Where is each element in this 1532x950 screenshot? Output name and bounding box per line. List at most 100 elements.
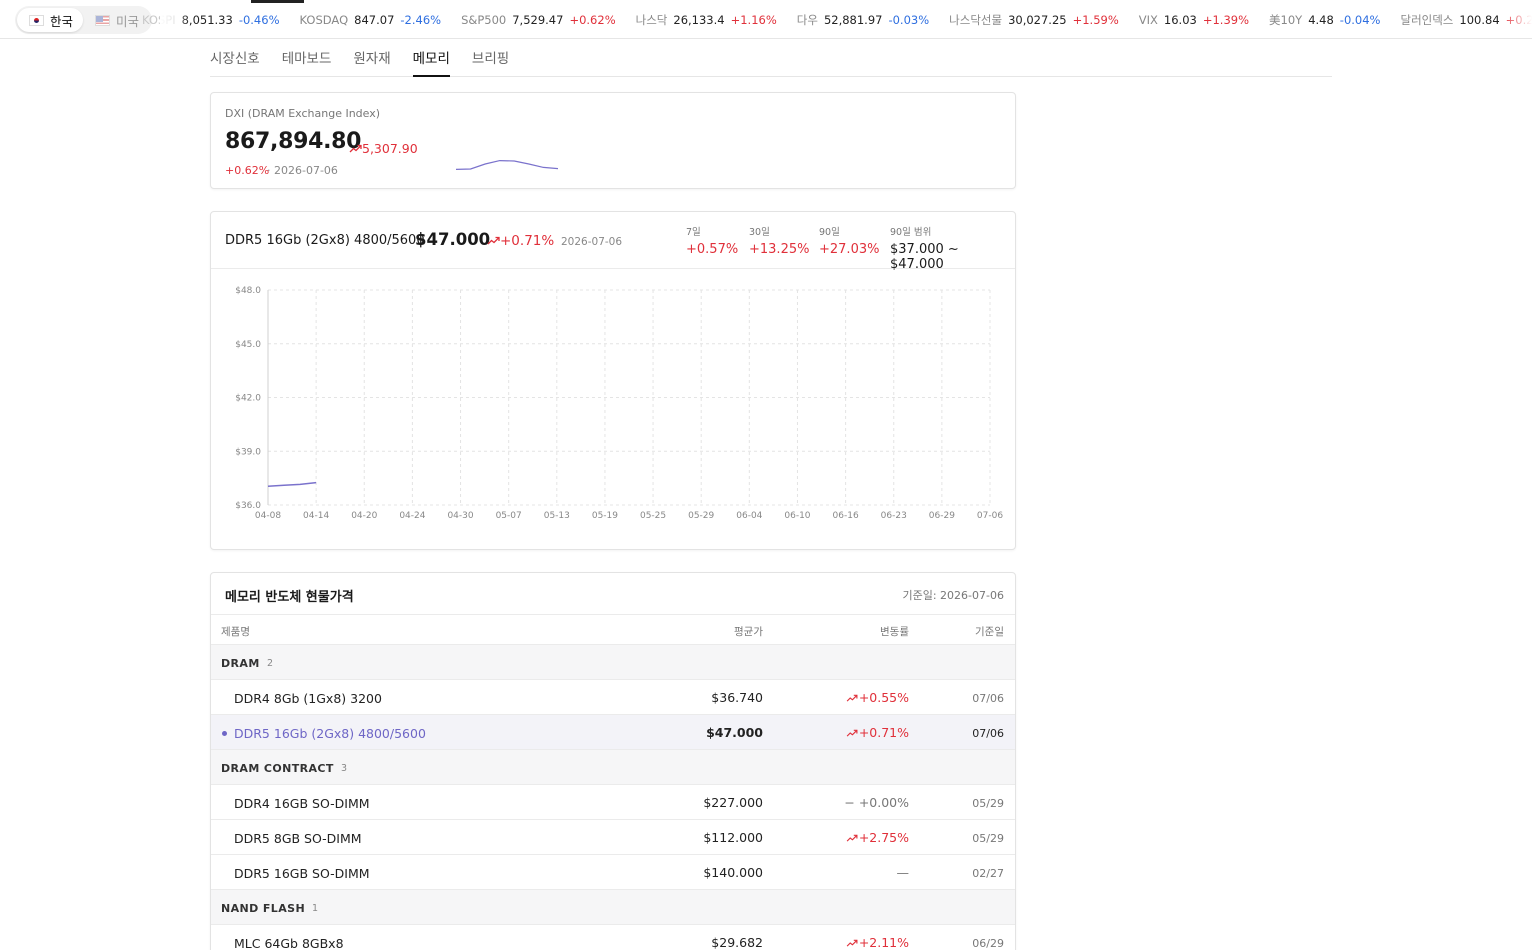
x-tick-label: 06-29 [929, 511, 955, 521]
change-rate-value: +2.11% [858, 935, 909, 950]
table-group-row[interactable]: DRAM CONTRACT 3 [211, 750, 1015, 785]
country-korea-button[interactable]: 한국 [17, 8, 83, 32]
x-tick-label: 04-20 [351, 511, 377, 521]
ticker-change: -0.46% [238, 12, 280, 27]
product-name-cell: DDR4 16GB SO-DIMM [234, 796, 370, 811]
ticker-name: 나스닥선물 [949, 12, 1003, 27]
group-name: DRAM [221, 657, 260, 670]
x-tick-label: 05-25 [640, 511, 666, 521]
stat-7d: 7일 +0.57% [686, 224, 738, 257]
ticker-item[interactable]: KOSDAQ 847.07 -2.46% [300, 13, 442, 27]
average-price-cell: $47.000 [706, 725, 763, 740]
table-row[interactable]: DDR5 16Gb (2Gx8) 4800/5600 $47.000 +0.71% 0… [211, 715, 1015, 750]
header-average-price: 평균가 [734, 626, 763, 638]
table-header: 제품명 평균가 변동률 기준일 [211, 614, 1015, 645]
ticker-value: 8,051.33 [181, 12, 233, 27]
stat-30d-label: 30일 [749, 227, 770, 238]
ticker-item[interactable]: VIX 16.03 +1.39% [1139, 13, 1249, 27]
table-row[interactable]: DDR5 8GB SO-DIMM $112.000 +2.75% 05/29 [211, 820, 1015, 855]
ticker-value: 26,133.4 [673, 12, 725, 27]
x-tick-label: 05-13 [544, 511, 570, 521]
reference-date-cell: 05/29 [972, 797, 1004, 810]
active-indicator [251, 0, 304, 3]
table-row[interactable]: DDR5 16GB SO-DIMM $140.000 — 02/27 [211, 855, 1015, 890]
dxi-label: DXI (DRAM Exchange Index) [225, 107, 381, 120]
x-tick-label: 06-10 [784, 511, 810, 521]
country-korea-label: 한국 [50, 13, 74, 29]
x-tick-label: 04-08 [255, 511, 281, 521]
group-name: DRAM CONTRACT [221, 762, 334, 775]
change-rate-value: +0.55% [858, 690, 909, 705]
x-tick-label: 05-29 [688, 511, 714, 521]
header-product-name: 제품명 [221, 626, 250, 638]
ticker-item[interactable]: 나스닥 26,133.4 +1.16% [636, 12, 777, 28]
table-group-row[interactable]: NAND FLASH 1 [211, 890, 1015, 925]
ticker-value: 4.48 [1308, 12, 1334, 27]
ticker-change: +1.59% [1072, 12, 1119, 27]
tab-3[interactable]: 메모리 [412, 48, 450, 77]
stat-90d-label: 90일 [819, 227, 840, 238]
product-name-cell: MLC 64Gb 8GBx8 [234, 936, 344, 950]
ticker-item[interactable]: S&P500 7,529.47 +0.62% [461, 13, 616, 27]
price-line-chart[interactable]: 04-08 04-14 04-20 04-24 04-30 05-07 05-13 05-19… [211, 270, 1015, 540]
ticker-change: +1.39% [1202, 12, 1250, 27]
x-tick-label: 05-07 [496, 511, 522, 521]
tab-2[interactable]: 원자재 [353, 51, 391, 67]
average-price-cell: $227.000 [703, 795, 763, 810]
x-tick-label: 06-04 [736, 511, 762, 521]
reference-date-cell: 07/06 [972, 692, 1004, 705]
ticker-change: -2.46% [400, 12, 442, 27]
trend-up-icon [846, 939, 858, 947]
y-tick-label: $48.0 [235, 286, 261, 296]
change-rate-cell: +2.11% [846, 935, 909, 950]
x-tick-label: 04-30 [447, 511, 473, 521]
product-name-cell: DDR5 8GB SO-DIMM [234, 831, 362, 846]
stat-90d-range: 90일 범위 $37.000 ~ $47.000 [890, 224, 1015, 272]
product-name-cell: DDR5 16GB SO-DIMM [234, 866, 370, 881]
ticker-name: VIX [1138, 12, 1158, 27]
stat-90d: 90일 +27.03% [819, 224, 879, 257]
x-tick-label: 06-16 [833, 511, 859, 521]
product-change: +0.71% [487, 233, 554, 249]
stat-30d: 30일 +13.25% [749, 224, 809, 257]
ticker-item[interactable]: 美10Y 4.48 -0.04% [1269, 12, 1380, 28]
product-price: $47.000 [415, 230, 491, 249]
reference-date-cell: 02/27 [972, 867, 1004, 880]
trend-up-icon [349, 144, 362, 153]
y-tick-label: $39.0 [235, 447, 261, 457]
dxi-change: 5,307.90 [349, 141, 418, 156]
x-tick-label: 07-06 [977, 511, 1003, 521]
stat-30d-value: +13.25% [749, 242, 810, 257]
country-usa-button[interactable]: 미국 [89, 8, 149, 32]
stat-7d-label: 7일 [686, 227, 701, 238]
header-reference-date: 기준일 [975, 626, 1004, 638]
change-rate-cell: − +0.00% [844, 795, 909, 810]
x-tick-label: 06-23 [881, 511, 907, 521]
change-rate-value: +0.71% [858, 725, 909, 740]
tab-0[interactable]: 시장신호 [210, 51, 260, 67]
ticker-fade-left [160, 0, 190, 38]
ticker-fade-right [1502, 0, 1532, 38]
change-rate-value: +2.75% [858, 830, 909, 845]
table-group-row[interactable]: DRAM 2 [211, 645, 1015, 680]
table-title: 메모리 반도체 현물가격 [225, 590, 354, 605]
table-row[interactable]: DDR4 16GB SO-DIMM $227.000 − +0.00% 05/29 [211, 785, 1015, 820]
y-tick-label: $45.0 [235, 340, 261, 350]
tab-1[interactable]: 테마보드 [281, 51, 332, 67]
selected-indicator-dot [222, 731, 227, 736]
tab-4[interactable]: 브리핑 [471, 51, 510, 67]
dxi-date: · 2026-07-06 [267, 164, 338, 177]
ticker-value: 16.03 [1163, 12, 1197, 27]
ticker-item[interactable]: 나스닥선물 30,027.25 +1.59% [949, 12, 1119, 28]
product-name-cell: DDR4 8Gb (1Gx8) 3200 [234, 691, 382, 706]
change-rate-value: +0.00% [858, 795, 909, 810]
stat-7d-value: +0.57% [686, 242, 739, 257]
ticker-item[interactable]: 다우 52,881.97 -0.03% [797, 12, 929, 28]
table-row[interactable]: MLC 64Gb 8GBx8 $29.682 +2.11% 06/29 [211, 925, 1015, 950]
x-tick-label: 04-14 [303, 511, 329, 521]
group-count: 1 [312, 903, 319, 914]
dxi-change-percent: +0.62% [225, 164, 270, 177]
table-row[interactable]: DDR4 8Gb (1Gx8) 3200 $36.740 +0.55% 07/06 [211, 680, 1015, 715]
stat-90d-value: +27.03% [819, 242, 880, 257]
dxi-index-card[interactable]: DXI (DRAM Exchange Index) 867,894.80 5,3… [210, 92, 1016, 189]
